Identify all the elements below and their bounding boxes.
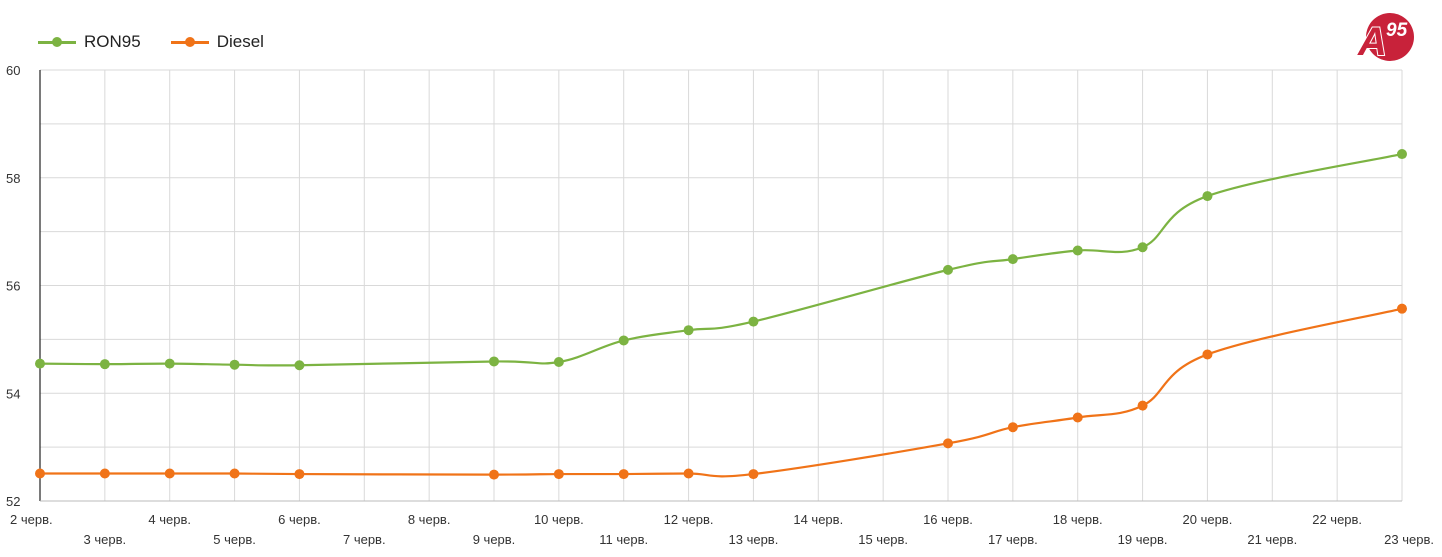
data-point-diesel [294,469,305,480]
x-tick-label: 5 черв. [213,532,256,547]
x-tick-label: 8 черв. [408,512,451,527]
data-point-ron95 [618,335,629,346]
data-point-ron95 [229,359,240,370]
x-tick-label: 22 черв. [1312,512,1362,527]
legend-item-ron95: RON95 [38,32,141,52]
x-tick-label: 16 черв. [923,512,973,527]
series-lines [35,149,1407,480]
grid [39,69,1403,502]
logo-letter: A [1357,20,1387,64]
data-point-ron95 [1137,242,1148,253]
data-point-diesel [683,468,694,479]
data-point-diesel [943,438,953,449]
legend-label-ron95: RON95 [84,32,141,51]
y-tick-label: 52 [6,494,20,509]
data-point-ron95 [99,359,110,370]
legend-label-diesel: Diesel [216,32,264,51]
x-tick-label: 14 черв. [793,512,843,527]
y-tick-label: 60 [6,63,20,78]
data-point-diesel [35,468,45,479]
x-tick-label: 7 черв. [343,532,386,547]
data-point-diesel [99,468,110,479]
x-tick-label: 18 черв. [1053,512,1103,527]
data-point-diesel [1202,349,1213,360]
x-tick-label: 10 черв. [534,512,584,527]
x-tick-label: 23 черв. [1384,532,1434,547]
x-tick-label: 9 черв. [473,532,516,547]
data-point-ron95 [35,358,45,369]
data-point-ron95 [1202,191,1213,202]
x-tick-label: 15 черв. [858,532,908,547]
data-point-ron95 [553,357,564,368]
y-axis-ticks: 52 54 56 58 60 [6,63,20,509]
legend-swatch-diesel [170,36,209,48]
data-point-diesel [553,469,564,480]
x-tick-label: 6 черв. [278,512,321,527]
series-line-ron95 [39,152,1403,367]
data-point-diesel [1072,412,1083,423]
x-axis-ticks: 2 черв. 3 черв. 4 черв. 5 черв. 6 черв. 7 чер… [10,512,1434,547]
series-line-diesel [40,307,1403,478]
x-tick-label: 13 черв. [729,532,779,547]
x-tick-label: 4 черв. [148,512,191,527]
x-tick-label: 2 черв. [10,512,53,527]
x-tick-label: 12 черв. [664,512,714,527]
data-point-ron95 [748,316,759,327]
x-tick-label: 17 черв. [988,532,1038,547]
data-point-diesel [748,469,759,480]
data-point-ron95 [164,358,175,369]
data-point-ron95 [489,356,499,367]
data-point-diesel [1007,422,1018,433]
data-point-ron95 [683,325,694,336]
data-point-ron95 [1072,245,1083,256]
legend-swatch-ron95 [38,36,76,48]
x-tick-label: 19 черв. [1118,532,1168,547]
logo-number: 95 [1386,20,1408,41]
x-tick-label: 3 черв. [84,532,127,547]
data-point-ron95 [1397,149,1407,160]
data-point-ron95 [943,264,953,275]
y-tick-label: 58 [6,171,20,186]
x-tick-label: 20 черв. [1183,512,1233,527]
legend-item-diesel: Diesel [170,32,264,52]
a95-logo: A 95 [1356,13,1414,65]
data-point-diesel [164,468,175,479]
y-tick-label: 56 [6,279,20,294]
x-tick-label: 11 черв. [599,532,648,547]
chart-legend: RON95 Diesel [38,32,264,52]
data-point-ron95 [294,360,305,371]
data-point-diesel [229,468,240,479]
data-point-diesel [618,469,629,480]
data-point-diesel [1397,303,1407,314]
data-point-diesel [1137,400,1148,411]
data-point-ron95 [1007,254,1018,265]
data-point-diesel [489,469,499,480]
x-tick-label: 21 черв. [1247,532,1297,547]
y-tick-label: 54 [6,386,20,401]
